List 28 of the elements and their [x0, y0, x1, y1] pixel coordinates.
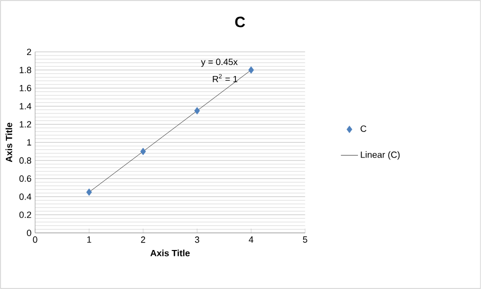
x-tick-label: 2 [141, 236, 146, 243]
y-tick-label: 1.2 [20, 121, 32, 128]
annotation: R$^{2}$ = 1 [212, 74, 238, 82]
x-tick-label: 4 [248, 236, 254, 243]
x-tick-label: 1 [87, 236, 92, 243]
y-tick-label: 1 [27, 139, 32, 146]
y-tick-label: 0 [26, 230, 32, 236]
x-tick-label: 0 [32, 236, 38, 243]
y-tick-label: 2 [27, 48, 32, 56]
point [86, 188, 92, 196]
y-tick-label: 0.2 [19, 212, 32, 218]
y-tick-label: 1.8 [20, 66, 32, 74]
x-tick-label: 3 [194, 236, 200, 243]
legend-label: Linear (C) [360, 151, 400, 160]
y-tick-label: 0.4 [19, 194, 32, 200]
point [194, 107, 200, 114]
y-axis-title: Axis Title [6, 122, 12, 162]
y-tick-label: 1.4 [20, 103, 32, 110]
y-tick-label: 0.8 [19, 157, 32, 164]
legend-label: C [360, 125, 366, 132]
annotation: y = 0.45x [200, 58, 238, 67]
chart-title: C [235, 16, 245, 28]
point [140, 148, 146, 156]
x-tick-label: 5 [302, 236, 308, 243]
point [248, 66, 254, 74]
y-tick-label: 1.6 [20, 84, 32, 92]
y-tick-label: 0.6 [19, 175, 32, 182]
x-axis-title: Axis Title [150, 250, 190, 256]
